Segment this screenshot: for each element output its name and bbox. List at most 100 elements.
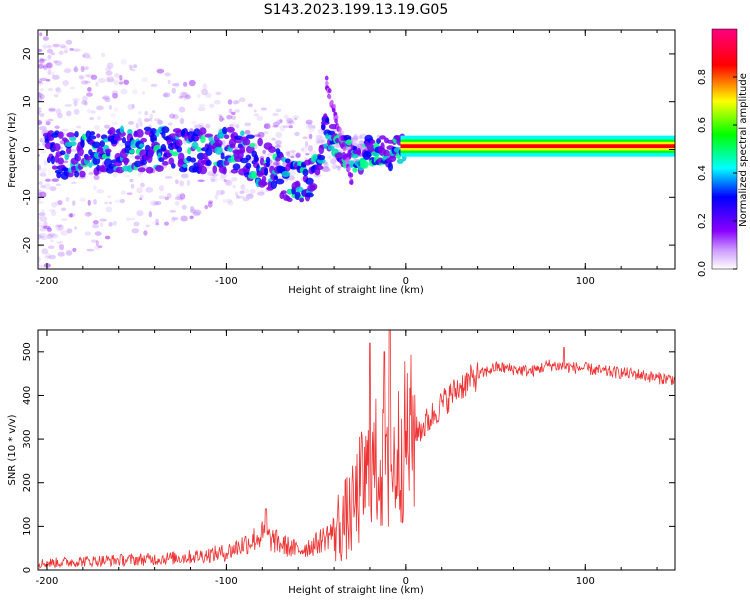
spectrogram-speckle bbox=[139, 122, 143, 127]
spectrogram-speckle bbox=[136, 187, 143, 194]
spectrogram-speckle bbox=[88, 172, 94, 175]
spectrogram-speckle bbox=[172, 216, 179, 221]
spectrogram-speckle bbox=[215, 189, 224, 196]
spectrogram-speckle bbox=[205, 123, 211, 129]
spectrogram-blob bbox=[295, 186, 304, 193]
spectrogram-speckle bbox=[47, 87, 54, 92]
spectrogram-blob bbox=[51, 165, 58, 170]
spectrogram-speckle bbox=[95, 240, 99, 247]
spectrogram-blob bbox=[226, 126, 235, 133]
spectrogram-speckle bbox=[178, 95, 184, 99]
spectrogram-speckle bbox=[315, 134, 323, 140]
x-tick-label: -100 bbox=[215, 276, 238, 287]
spectrogram-speckle bbox=[260, 107, 267, 111]
spectrogram-speckle bbox=[112, 92, 118, 99]
carrier-band bbox=[400, 144, 675, 149]
spectrogram-speckle bbox=[48, 254, 57, 260]
spectrogram-blob bbox=[118, 131, 126, 137]
spectrogram-speckle bbox=[205, 166, 213, 169]
spectrogram-speckle bbox=[123, 79, 130, 85]
spectrogram-speckle bbox=[197, 179, 205, 182]
spectrogram-speckle bbox=[257, 131, 265, 139]
spectrogram-speckle bbox=[39, 94, 45, 99]
spectrogram-speckle bbox=[108, 221, 113, 227]
spectrogram-speckle bbox=[45, 178, 51, 182]
spectrogram-blob bbox=[249, 142, 256, 148]
spectrogram-speckle bbox=[158, 195, 167, 200]
spectrogram-speckle bbox=[94, 244, 101, 251]
spectrogram-speckle bbox=[87, 211, 93, 216]
spectrogram-speckle bbox=[256, 115, 263, 121]
spectrogram-blob bbox=[259, 157, 265, 166]
spectrogram-speckle bbox=[233, 100, 238, 105]
spectrogram-speckle bbox=[204, 205, 209, 210]
spectrogram-speckle bbox=[38, 48, 43, 53]
spectrogram-speckle bbox=[312, 125, 316, 129]
spectrogram-blob bbox=[108, 127, 116, 136]
spectrogram-speckle bbox=[38, 107, 42, 114]
spectrogram-blob bbox=[352, 145, 358, 151]
spectrogram-speckle bbox=[239, 97, 246, 103]
spectrogram-blob bbox=[171, 151, 179, 157]
spectrogram-speckle bbox=[207, 201, 213, 208]
spectrogram-streak bbox=[349, 180, 354, 186]
spectrogram-speckle bbox=[231, 111, 236, 116]
spectrogram-speckle bbox=[95, 81, 99, 87]
spectrogram-speckle bbox=[283, 114, 289, 119]
spectrogram-blob bbox=[356, 148, 362, 156]
spectrogram-speckle bbox=[65, 164, 71, 168]
spectrogram-speckle bbox=[180, 215, 188, 222]
spectrogram-speckle bbox=[103, 124, 111, 129]
spectrogram-speckle bbox=[46, 227, 52, 232]
spectrogram-speckle bbox=[155, 222, 160, 226]
spectrogram-speckle bbox=[289, 169, 296, 177]
spectrogram-speckle bbox=[90, 239, 97, 244]
colorbar-tick-label: 0.2 bbox=[697, 213, 708, 229]
spectrogram-speckle bbox=[245, 193, 254, 200]
spectrogram-speckle bbox=[126, 217, 130, 222]
spectrogram-speckle bbox=[305, 153, 310, 156]
spectrogram-speckle bbox=[220, 173, 228, 179]
spectrogram-speckle bbox=[52, 43, 60, 48]
spectrogram-speckle bbox=[276, 144, 283, 149]
spectrogram-blob bbox=[182, 163, 188, 168]
spectrogram-speckle bbox=[41, 248, 48, 255]
x-tick-label: 0 bbox=[403, 576, 409, 587]
spectrogram-speckle bbox=[253, 113, 260, 117]
spectrogram-speckle bbox=[84, 80, 91, 84]
spectrogram-speckle bbox=[47, 232, 56, 237]
spectrogram-speckle bbox=[166, 192, 172, 199]
spectrogram-speckle bbox=[116, 143, 125, 147]
spectrogram-blob bbox=[200, 135, 206, 144]
spectrogram-blob bbox=[130, 139, 138, 149]
spectrogram-speckle bbox=[175, 179, 179, 185]
spectrogram-speckle bbox=[71, 176, 78, 180]
spectrogram-speckle bbox=[129, 178, 134, 183]
spectrogram-speckle bbox=[39, 172, 47, 177]
spectrogram-speckle bbox=[120, 190, 126, 195]
spectrogram-blob bbox=[191, 141, 199, 150]
spectrogram-speckle bbox=[38, 92, 41, 96]
spectrogram-speckle bbox=[123, 174, 131, 178]
spectrogram-blob bbox=[309, 183, 318, 191]
spectrogram-speckle bbox=[129, 155, 135, 158]
spectrogram-streak bbox=[338, 126, 342, 132]
spectrogram-speckle bbox=[96, 115, 101, 121]
spectrogram-speckle bbox=[57, 251, 65, 257]
spectrogram-speckle bbox=[82, 95, 88, 102]
spectrogram-speckle bbox=[56, 241, 64, 244]
spectrogram-speckle bbox=[73, 108, 80, 115]
spectrogram-blob bbox=[65, 146, 72, 155]
spectrogram-speckle bbox=[42, 65, 47, 69]
spectrogram-speckle bbox=[179, 193, 186, 200]
spectrogram-speckle bbox=[150, 83, 158, 87]
spectrogram-blob bbox=[342, 134, 352, 141]
colorbar-label: Normalized spectral amplitude bbox=[738, 73, 749, 227]
spectrogram-streak bbox=[327, 94, 332, 100]
spectrogram-blob bbox=[119, 125, 125, 134]
spectrogram-speckle bbox=[72, 48, 81, 52]
spectrogram-speckle bbox=[301, 148, 305, 152]
spectrogram-speckle bbox=[47, 118, 54, 122]
spectrogram-streak bbox=[334, 118, 338, 124]
spectrogram-speckle bbox=[93, 185, 97, 191]
